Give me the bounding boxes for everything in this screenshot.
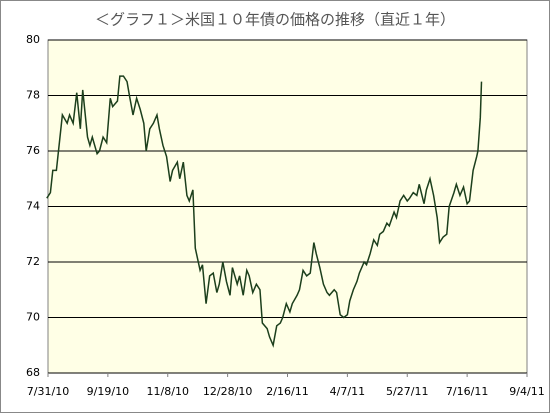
x-tick-label: 11/8/10: [147, 385, 189, 398]
y-tick-label: 70: [26, 311, 40, 324]
x-tick-label: 2/16/11: [266, 385, 308, 398]
x-tick-label: 9/19/10: [87, 385, 129, 398]
x-tick-label: 7/31/10: [27, 385, 69, 398]
y-tick-label: 68: [26, 366, 40, 379]
x-tick-label: 5/27/11: [386, 385, 428, 398]
x-tick-label: 9/4/11: [509, 385, 544, 398]
x-tick-label: 12/28/10: [203, 385, 252, 398]
x-tick-label: 7/16/11: [446, 385, 488, 398]
x-tick-label: 4/7/11: [330, 385, 365, 398]
y-tick-label: 72: [26, 255, 40, 268]
chart-title: ＜グラフ１＞米国１０年債の価格の推移（直近１年）: [95, 11, 455, 29]
y-tick-label: 76: [26, 144, 40, 157]
y-tick-label: 74: [26, 200, 40, 213]
y-tick-label: 78: [26, 89, 40, 102]
line: [46, 75, 483, 348]
y-tick-label: 80: [26, 33, 40, 46]
